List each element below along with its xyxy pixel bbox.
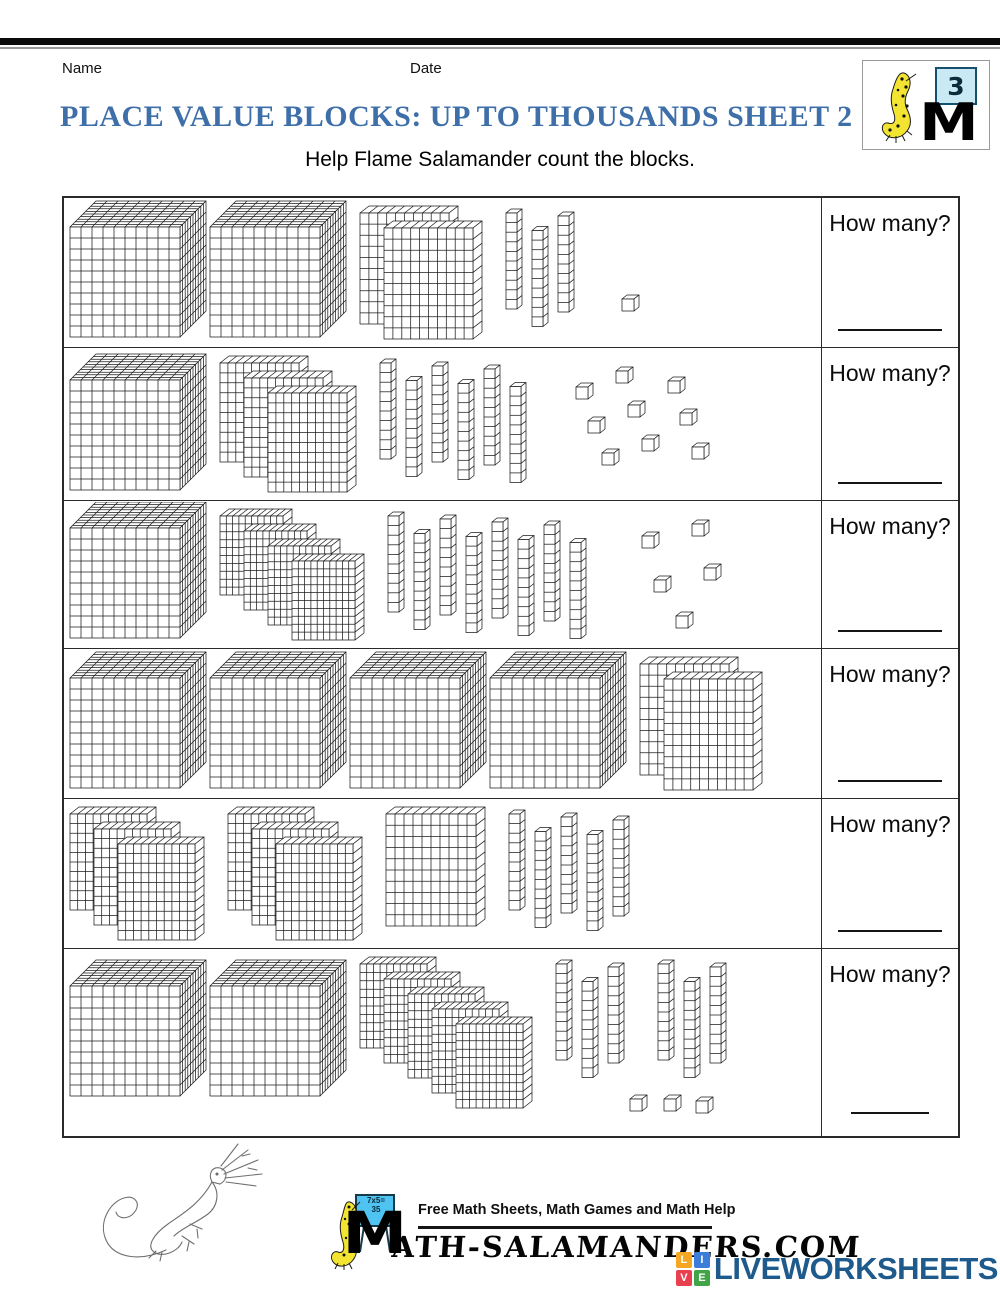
liveworksheets-logo[interactable]: L I V E LIVEWORKSHEETS <box>675 1251 999 1287</box>
worksheet-row: How many? <box>64 949 958 1136</box>
brand-m-letter: M <box>919 93 979 153</box>
worksheet-row: How many? <box>64 649 958 799</box>
how-many-label: How many? <box>829 360 951 386</box>
answer-blank[interactable] <box>838 930 942 932</box>
grade-badge: 3 M <box>862 60 990 150</box>
base-ten-blocks <box>69 956 727 1114</box>
question-cell: How many? <box>822 649 958 798</box>
tile-letter: I <box>693 1252 710 1268</box>
name-label: Name <box>62 60 103 77</box>
top-border-rule-thin <box>0 47 1000 49</box>
worksheet-row: How many? <box>64 348 958 501</box>
base-ten-blocks <box>69 651 763 791</box>
worksheet-row: How many? <box>64 501 958 649</box>
grade-number-badge: 3 <box>935 67 977 105</box>
flame-salamander-sketch <box>102 1143 263 1262</box>
how-many-label: How many? <box>829 811 951 837</box>
blocks-cell <box>64 501 822 648</box>
salamander-icon <box>330 1194 395 1270</box>
question-cell: How many? <box>822 198 958 347</box>
base-ten-blocks <box>69 200 640 340</box>
blocks-cell <box>64 198 822 347</box>
tile-letter: E <box>693 1270 710 1286</box>
worksheet-table: How many? How many? How many? <box>62 196 960 1138</box>
how-many-label: How many? <box>829 961 951 987</box>
top-border-rule <box>0 38 1000 45</box>
liveworksheets-tiles: L I V E <box>675 1252 710 1286</box>
math-salamanders-logo: 7x5= 35 M Free Math Sheets, Math Games a… <box>330 1190 950 1270</box>
page-title: PLACE VALUE BLOCKS: UP TO THOUSANDS SHEE… <box>60 100 853 133</box>
answer-blank[interactable] <box>838 780 942 782</box>
board-equation: 7x5= 35 <box>366 1196 386 1214</box>
worksheet-row: How many? <box>64 799 958 949</box>
answer-blank[interactable] <box>838 630 942 632</box>
blocks-cell <box>64 949 822 1136</box>
footer-divider <box>418 1226 712 1229</box>
answer-blank[interactable] <box>838 482 942 484</box>
blocks-cell <box>64 649 822 798</box>
answer-blank[interactable] <box>851 1112 929 1114</box>
answer-blank[interactable] <box>838 329 942 331</box>
subtitle: Help Flame Salamander count the blocks. <box>305 148 695 171</box>
brand-m-letter: M <box>342 1199 408 1267</box>
worksheet-row: How many? <box>64 198 958 348</box>
question-cell: How many? <box>822 949 958 1136</box>
liveworksheets-wordmark: LIVEWORKSHEETS <box>713 1251 999 1286</box>
date-label: Date <box>410 60 442 77</box>
salamander-icon <box>881 72 917 143</box>
footer-tagline: Free Math Sheets, Math Games and Math He… <box>418 1202 736 1218</box>
how-many-label: How many? <box>829 210 951 236</box>
how-many-label: How many? <box>829 661 951 687</box>
question-cell: How many? <box>822 799 958 948</box>
base-ten-blocks <box>69 502 722 641</box>
tile-letter: V <box>675 1270 692 1286</box>
question-cell: How many? <box>822 501 958 648</box>
blocks-cell <box>64 348 822 500</box>
question-cell: How many? <box>822 348 958 500</box>
base-ten-blocks <box>69 806 630 941</box>
how-many-label: How many? <box>829 513 951 539</box>
blocks-cell <box>64 799 822 948</box>
base-ten-blocks <box>69 353 710 493</box>
tile-letter: L <box>675 1252 692 1268</box>
